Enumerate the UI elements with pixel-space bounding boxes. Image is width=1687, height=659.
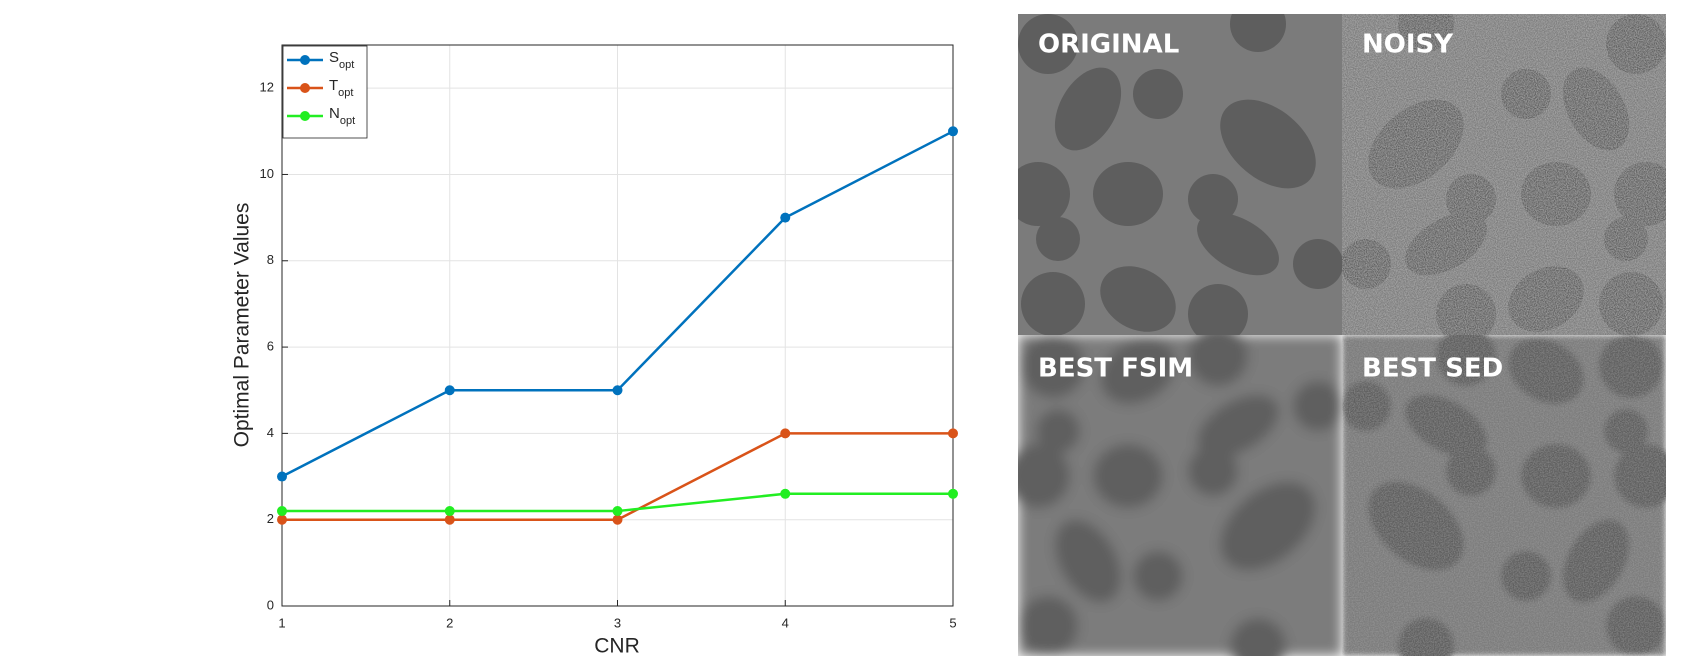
data-point — [780, 489, 790, 499]
data-point — [277, 472, 287, 482]
y-tick-label: 4 — [267, 425, 274, 440]
image-grid: ORIGINAL NOISY BEST FSIM BEST SED — [1006, 0, 1678, 659]
y-tick-label: 6 — [267, 339, 274, 354]
y-tick-label: 12 — [260, 80, 274, 95]
legend-marker — [300, 111, 310, 121]
panel-label: NOISY — [1362, 30, 1454, 60]
data-point — [445, 385, 455, 395]
data-point — [948, 428, 958, 438]
data-point — [613, 515, 623, 525]
x-axis-label: CNR — [594, 635, 640, 658]
data-point — [613, 385, 623, 395]
panel-label: ORIGINAL — [1038, 30, 1179, 60]
x-tick-label: 3 — [614, 615, 621, 630]
y-tick-label: 8 — [267, 252, 274, 267]
page: ORIGINAL NOISY BEST FSIM BEST SED CNR Op… — [0, 0, 1687, 659]
x-tick-label: 4 — [782, 615, 789, 630]
data-point — [948, 126, 958, 136]
data-point — [613, 506, 623, 516]
data-point — [445, 506, 455, 516]
x-tick-label: 5 — [949, 615, 956, 630]
panel-label: BEST SED — [1362, 354, 1503, 384]
data-point — [948, 489, 958, 499]
data-point — [445, 515, 455, 525]
x-tick-label: 1 — [278, 615, 285, 630]
data-point — [277, 515, 287, 525]
data-point — [780, 213, 790, 223]
x-tick-label: 2 — [446, 615, 453, 630]
y-axis-label: Optimal Parameter Values — [231, 203, 254, 448]
y-tick-label: 2 — [267, 511, 274, 526]
data-point — [277, 506, 287, 516]
data-point — [780, 428, 790, 438]
y-tick-label: 10 — [260, 166, 274, 181]
legend-marker — [300, 55, 310, 65]
legend-marker — [300, 83, 310, 93]
y-tick-label: 0 — [267, 597, 274, 612]
panel-label: BEST FSIM — [1038, 354, 1193, 384]
